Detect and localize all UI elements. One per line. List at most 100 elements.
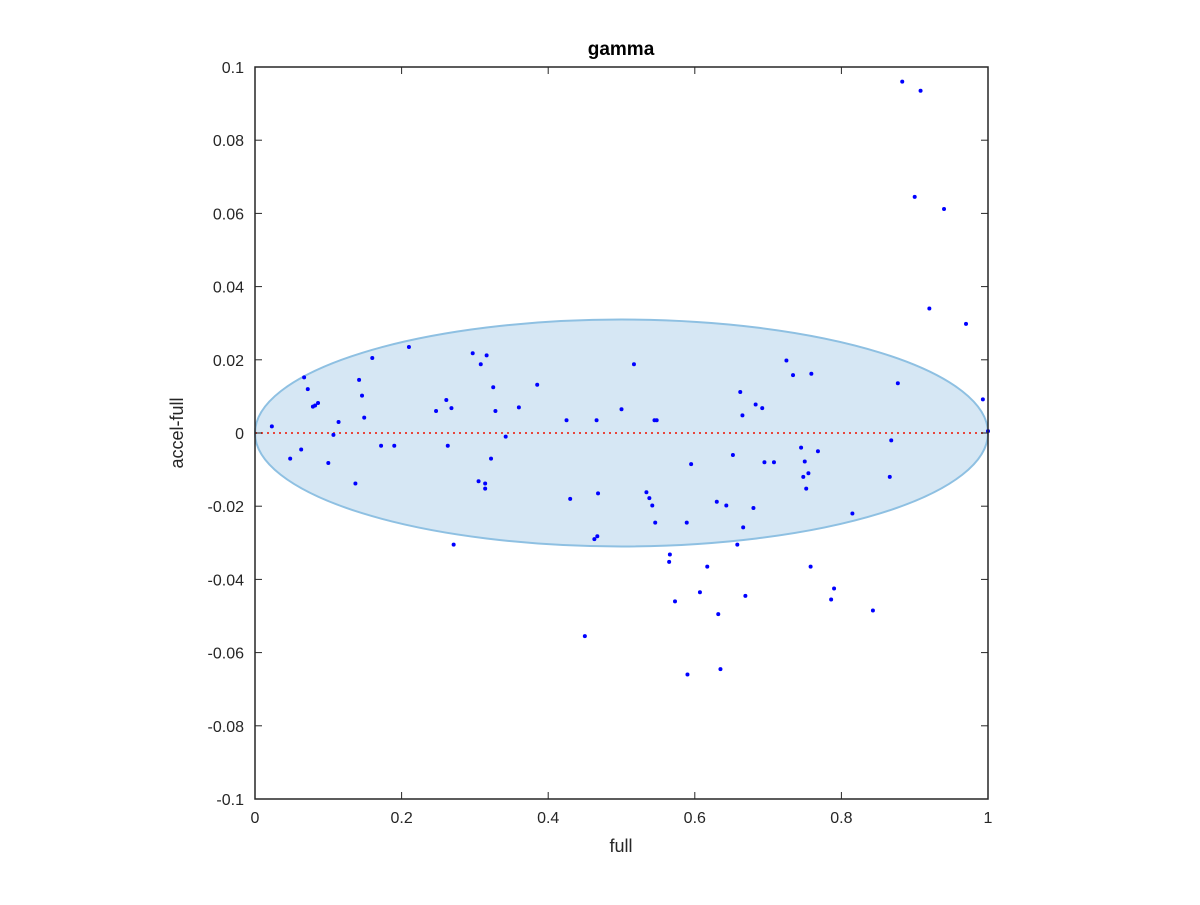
data-point <box>832 586 837 591</box>
data-point <box>362 415 367 420</box>
data-point <box>360 393 365 398</box>
y-tick-label: 0.06 <box>213 206 244 223</box>
data-point <box>802 459 807 464</box>
data-point <box>653 520 658 525</box>
y-tick-label: -0.08 <box>208 719 245 736</box>
data-point <box>762 460 767 465</box>
data-point <box>760 406 765 411</box>
data-point <box>784 358 789 363</box>
y-tick-label: 0 <box>235 426 244 443</box>
x-tick-label: 0.4 <box>537 810 559 827</box>
data-point <box>799 445 804 450</box>
data-point <box>718 667 723 672</box>
data-point <box>697 590 702 595</box>
data-point <box>809 371 814 376</box>
data-point <box>493 409 498 414</box>
data-point <box>644 490 649 495</box>
data-point <box>592 537 597 542</box>
data-point <box>516 405 521 410</box>
data-point <box>451 542 456 547</box>
x-tick-label: 0.6 <box>684 810 706 827</box>
data-point <box>740 413 745 418</box>
y-tick-label: 0.1 <box>222 60 244 77</box>
data-point <box>980 397 985 402</box>
data-point <box>673 599 678 604</box>
data-point <box>650 503 655 508</box>
data-point <box>594 418 599 423</box>
data-point <box>743 593 748 598</box>
data-point <box>484 353 489 358</box>
data-point <box>667 552 672 557</box>
data-point <box>631 362 636 367</box>
data-point <box>483 481 488 486</box>
data-point <box>964 321 969 326</box>
data-point <box>331 432 336 437</box>
data-point <box>326 461 331 466</box>
data-point <box>491 385 496 390</box>
data-point <box>310 404 315 409</box>
data-point <box>895 381 900 386</box>
data-point <box>288 456 293 461</box>
y-tick-label: -0.06 <box>208 646 245 663</box>
data-point <box>751 506 756 511</box>
data-point <box>483 486 488 491</box>
data-point <box>771 460 776 465</box>
data-point <box>714 499 719 504</box>
data-point <box>667 559 672 564</box>
data-point <box>647 496 652 501</box>
data-point <box>942 207 947 212</box>
data-point <box>912 194 917 199</box>
data-point <box>449 406 454 411</box>
data-point <box>738 390 743 395</box>
data-point <box>735 542 740 547</box>
data-point <box>445 443 450 448</box>
data-point <box>654 418 659 423</box>
data-point <box>489 456 494 461</box>
data-point <box>619 407 624 412</box>
data-point <box>808 564 813 569</box>
y-axis-label: accel-full <box>167 397 187 468</box>
data-point <box>392 443 397 448</box>
data-point <box>741 525 746 530</box>
data-point <box>596 491 601 496</box>
data-point <box>804 486 809 491</box>
data-point <box>478 362 483 367</box>
data-point <box>476 479 481 484</box>
data-point <box>336 420 341 425</box>
data-point <box>716 612 721 617</box>
data-point <box>685 672 690 677</box>
data-point <box>595 534 600 539</box>
data-point <box>582 634 587 639</box>
data-point <box>379 443 384 448</box>
data-point <box>370 355 375 360</box>
data-point <box>316 400 321 405</box>
data-point <box>357 377 362 382</box>
data-point <box>684 520 689 525</box>
y-tick-label: -0.02 <box>208 499 245 516</box>
data-point <box>801 474 806 479</box>
y-tick-label: 0.02 <box>213 353 244 370</box>
y-tick-label: -0.1 <box>216 792 244 809</box>
y-tick-label: -0.04 <box>208 572 245 589</box>
data-point <box>305 387 310 392</box>
data-point <box>791 373 796 378</box>
x-axis-label: full <box>609 836 632 856</box>
data-point <box>299 447 304 452</box>
data-point <box>269 424 274 429</box>
x-tick-label: 1 <box>984 810 993 827</box>
data-point <box>806 471 811 476</box>
data-point <box>535 382 540 387</box>
data-point <box>444 398 449 403</box>
data-point <box>918 88 923 93</box>
data-point <box>815 449 820 454</box>
data-point <box>870 608 875 613</box>
data-point <box>503 434 508 439</box>
data-point <box>705 564 710 569</box>
data-point <box>730 452 735 457</box>
data-point <box>470 351 475 356</box>
x-tick-label: 0.8 <box>830 810 852 827</box>
data-point <box>564 418 569 423</box>
data-point <box>302 375 307 380</box>
data-point <box>434 409 439 414</box>
